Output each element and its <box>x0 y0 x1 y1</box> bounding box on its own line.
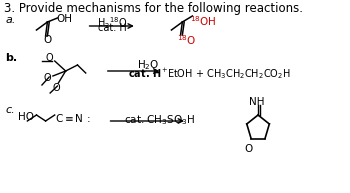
Text: $^{18}$O: $^{18}$O <box>177 33 196 47</box>
Text: b.: b. <box>6 53 18 63</box>
Text: HO: HO <box>18 112 34 122</box>
Text: cat. H$^+$: cat. H$^+$ <box>128 67 169 80</box>
Text: O: O <box>44 35 52 45</box>
Text: O: O <box>46 53 53 63</box>
Text: cat. H: cat. H <box>98 23 127 33</box>
Text: NH: NH <box>250 97 265 107</box>
Text: c.: c. <box>6 105 15 115</box>
Text: O: O <box>244 144 252 153</box>
Text: OH: OH <box>57 14 72 24</box>
Text: 3. Provide mechanisms for the following reactions.: 3. Provide mechanisms for the following … <box>4 2 303 15</box>
Text: cat. CH$_3$SO$_3$H: cat. CH$_3$SO$_3$H <box>124 113 195 127</box>
Text: H$_2$O: H$_2$O <box>138 58 160 72</box>
Text: O: O <box>44 73 51 83</box>
Text: H$_2$$^{18}$O: H$_2$$^{18}$O <box>97 15 127 31</box>
Text: O: O <box>53 83 60 93</box>
Text: C$\equiv$N :: C$\equiv$N : <box>55 112 90 124</box>
Text: EtOH + CH$_3$CH$_2$CH$_2$CO$_2$H: EtOH + CH$_3$CH$_2$CH$_2$CO$_2$H <box>167 67 290 81</box>
Text: a.: a. <box>6 15 16 25</box>
Text: $^{18}$OH: $^{18}$OH <box>190 14 216 28</box>
